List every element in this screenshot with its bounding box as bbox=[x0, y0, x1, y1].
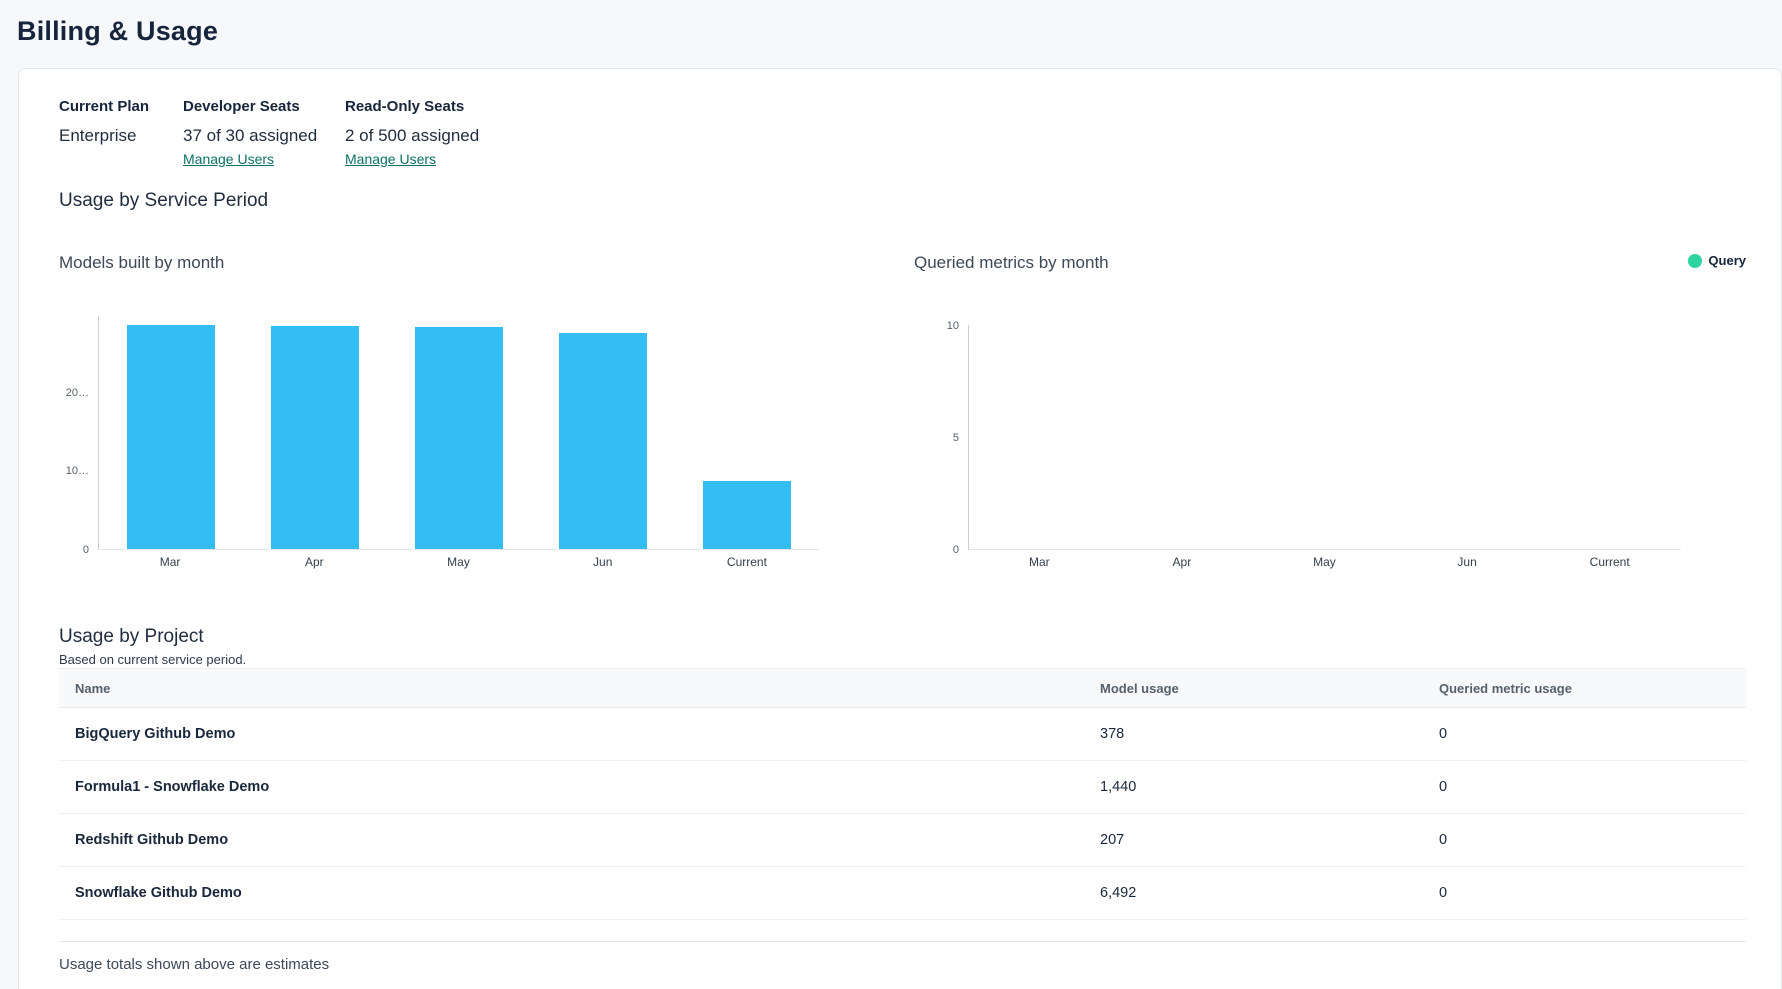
plan-summary: Current Plan Enterprise Developer Seats … bbox=[59, 98, 1746, 169]
queried-metrics-chart-header: Queried metrics by month Query bbox=[914, 251, 1746, 275]
queried-metrics-chart: Queried metrics by month Query 0 5 10 Mar A… bbox=[914, 251, 1746, 569]
charts-row: Models built by month 0 10… 20… Mar Apr May J… bbox=[59, 251, 1746, 569]
page-title: Billing & Usage bbox=[17, 16, 219, 46]
queried-metrics-chart-title: Queried metrics by month bbox=[914, 253, 1109, 272]
plot-area bbox=[968, 325, 1681, 550]
cell-queried-metric-usage: 0 bbox=[1439, 832, 1448, 848]
billing-card: Current Plan Enterprise Developer Seats … bbox=[18, 68, 1782, 989]
y-axis: 0 5 10 bbox=[914, 320, 968, 556]
cell-name: BigQuery Github Demo bbox=[75, 726, 236, 742]
queried-metrics-chart-body: 0 5 10 bbox=[914, 316, 1746, 556]
y-axis-tick: 5 bbox=[952, 432, 959, 444]
page-header: Billing & Usage bbox=[0, 0, 1782, 68]
current-plan-block: Current Plan Enterprise bbox=[59, 98, 183, 169]
bar-slot bbox=[387, 316, 531, 549]
y-axis: 0 10… 20… bbox=[59, 316, 98, 556]
cell-queried-metric-usage: 0 bbox=[1439, 885, 1448, 901]
x-axis-label: Jun bbox=[1457, 555, 1477, 569]
manage-readonly-users-link[interactable]: Manage Users bbox=[345, 151, 437, 167]
plot-area bbox=[98, 316, 819, 550]
x-axis: Mar Apr May Jun Current bbox=[968, 555, 1681, 569]
cell-name: Redshift Github Demo bbox=[75, 832, 229, 848]
table-footer-spacer bbox=[59, 920, 1746, 942]
bar-may bbox=[415, 327, 503, 549]
x-axis-label: Apr bbox=[304, 555, 324, 569]
cell-model-usage: 207 bbox=[1100, 832, 1125, 848]
usage-by-project-table: Name Model usage Queried metric usage Bi… bbox=[59, 668, 1746, 942]
usage-estimate-note: Usage totals shown above are estimates bbox=[59, 956, 330, 973]
bar-slot bbox=[1396, 325, 1538, 549]
table-row: Formula1 - Snowflake Demo 1,440 0 bbox=[59, 761, 1746, 814]
models-built-chart-header: Models built by month bbox=[59, 251, 819, 275]
bar-jun bbox=[559, 332, 647, 549]
cell-name: Snowflake Github Demo bbox=[75, 885, 242, 901]
readonly-seats-label: Read-Only Seats bbox=[345, 98, 465, 115]
models-built-chart-title: Models built by month bbox=[59, 253, 225, 272]
readonly-seats-value: 2 of 500 assigned bbox=[345, 126, 480, 145]
legend-label: Query bbox=[1708, 253, 1746, 268]
cell-model-usage: 6,492 bbox=[1100, 885, 1137, 901]
x-axis-label: Mar bbox=[1028, 555, 1050, 569]
developer-seats-value: 37 of 30 assigned bbox=[183, 126, 318, 145]
bar-slot bbox=[675, 316, 819, 549]
developer-seats-label: Developer Seats bbox=[183, 98, 300, 115]
readonly-seats-block: Read-Only Seats 2 of 500 assigned Manage… bbox=[345, 98, 479, 169]
x-axis: Mar Apr May Jun Current bbox=[98, 555, 819, 569]
x-axis-label: Apr bbox=[1172, 555, 1192, 569]
y-axis-tick: 0 bbox=[82, 544, 89, 556]
bar-slot bbox=[969, 325, 1111, 549]
bar-mar bbox=[127, 325, 215, 549]
y-axis-tick: 10 bbox=[946, 320, 959, 332]
legend-dot-icon bbox=[1688, 253, 1703, 268]
x-axis-label: Jun bbox=[593, 555, 613, 569]
cell-queried-metric-usage: 0 bbox=[1439, 779, 1448, 795]
table-body: BigQuery Github Demo 378 0 Formula1 - Snowf… bbox=[59, 708, 1746, 920]
x-axis-label: May bbox=[1313, 555, 1336, 569]
manage-developer-users-link[interactable]: Manage Users bbox=[183, 151, 275, 167]
project-usage-subtitle: Based on current service period. bbox=[59, 652, 247, 667]
bar-apr bbox=[271, 326, 359, 549]
table-row: BigQuery Github Demo 378 0 bbox=[59, 708, 1746, 761]
x-axis-label: Current bbox=[726, 555, 767, 569]
bar-current bbox=[703, 481, 791, 549]
table-row: Snowflake Github Demo 6,492 0 bbox=[59, 867, 1746, 920]
x-axis-label: Mar bbox=[159, 555, 181, 569]
cell-model-usage: 1,440 bbox=[1100, 779, 1137, 795]
x-axis-label: May bbox=[447, 555, 470, 569]
bar-slot bbox=[243, 316, 387, 549]
service-period-section-title: Usage by Service Period bbox=[59, 190, 269, 211]
project-usage-section-title: Usage by Project bbox=[59, 626, 204, 647]
table-header-row: Name Model usage Queried metric usage bbox=[59, 668, 1746, 708]
bar-slot bbox=[1111, 325, 1253, 549]
column-header-model-usage: Model usage bbox=[1100, 680, 1179, 696]
models-built-chart-body: 0 10… 20… bbox=[59, 316, 819, 556]
developer-seats-block: Developer Seats 37 of 30 assigned Manage… bbox=[183, 98, 345, 169]
column-header-name: Name bbox=[75, 680, 111, 696]
cell-model-usage: 378 bbox=[1100, 726, 1125, 742]
models-built-chart: Models built by month 0 10… 20… Mar Apr May J… bbox=[59, 251, 819, 569]
column-header-queried-metric-usage: Queried metric usage bbox=[1439, 680, 1572, 696]
y-axis-tick: 10… bbox=[65, 465, 89, 478]
y-axis-tick: 20… bbox=[65, 386, 89, 399]
current-plan-label: Current Plan bbox=[59, 98, 150, 115]
bar-slot bbox=[1254, 325, 1396, 549]
bar-slot bbox=[531, 316, 675, 549]
legend-item-query[interactable]: Query bbox=[1688, 253, 1746, 268]
x-axis-label: Current bbox=[1589, 555, 1630, 569]
bar-slot bbox=[99, 316, 243, 549]
table-row: Redshift Github Demo 207 0 bbox=[59, 814, 1746, 867]
cell-name: Formula1 - Snowflake Demo bbox=[75, 779, 270, 795]
y-axis-tick: 0 bbox=[952, 544, 959, 556]
cell-queried-metric-usage: 0 bbox=[1439, 726, 1448, 742]
current-plan-value: Enterprise bbox=[59, 126, 137, 145]
bar-slot bbox=[1539, 325, 1681, 549]
